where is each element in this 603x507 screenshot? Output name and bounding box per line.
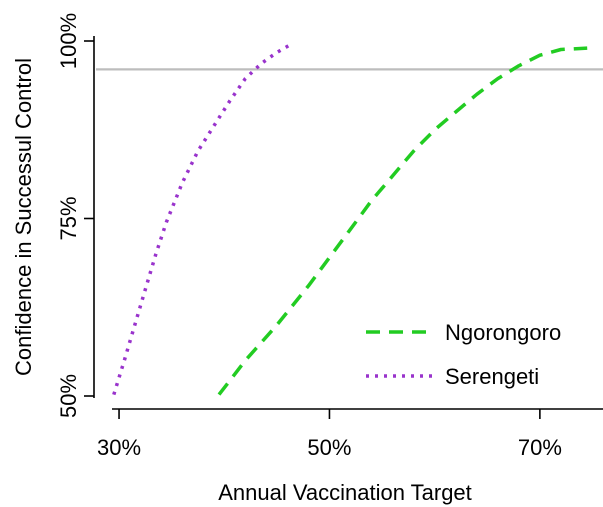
y-tick-label: 50%	[56, 374, 81, 418]
series-layer	[112, 43, 588, 396]
y-ticks: 50% 75% 100%	[56, 13, 94, 418]
legend-label-serengeti: Serengeti	[445, 364, 539, 389]
x-ticks: 30% 50% 70%	[97, 409, 562, 460]
y-tick-label: 100%	[56, 13, 81, 69]
legend-label-ngorongoro: Ngorongoro	[445, 320, 561, 345]
legend: Ngorongoro Serengeti	[366, 320, 561, 389]
x-axis-title: Annual Vaccination Target	[218, 480, 472, 505]
y-tick-label: 75%	[56, 196, 81, 240]
x-tick-label: 70%	[518, 435, 562, 460]
y-axis-title: Confidence in Successul Control	[11, 58, 36, 376]
plot-frame	[93, 36, 603, 410]
x-tick-label: 30%	[97, 435, 141, 460]
series-line-serengeti	[112, 43, 292, 396]
series-line-ngorongoro	[217, 46, 588, 396]
x-tick-label: 50%	[307, 435, 351, 460]
